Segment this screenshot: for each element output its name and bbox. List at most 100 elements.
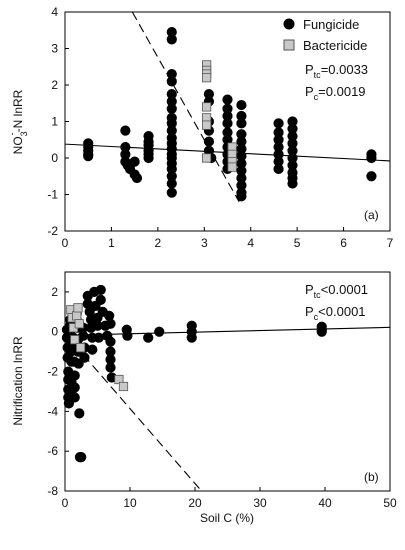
panel-a-xtick-label: 0 [62,236,69,250]
panel-b-fungicide-point [105,318,116,329]
legend-bactericide-marker [283,39,295,51]
panel-b-solid-fit-line [64,326,391,336]
panel-a-ytick-label: -1 [47,188,58,202]
panel-a-xtick-label: 5 [294,236,301,250]
panel-a-bactericide-point [202,73,212,83]
panel-a-fungicide-point [366,171,377,182]
p-subscript: c [314,92,319,102]
panel-b-ytick-label: 2 [51,285,58,299]
p-value: <0.0001 [318,304,365,319]
panel-b-bactericide-point [73,303,83,313]
panel-b-ytick-label: -6 [47,444,58,458]
panel-b-fungicide-point [78,330,89,341]
panel-a-pvalue-tc: Ptc=0.0033 [305,62,368,80]
panel-b-fungicide-point [95,284,106,296]
p-value: =0.0019 [318,84,365,99]
p-symbol: P [305,282,314,297]
legend-fungicide-marker [283,18,295,30]
panel-a-fungicide-point [166,34,177,45]
panel-b-bactericide-point [118,381,129,392]
panel-b-xtick-label: 0 [62,496,69,510]
panel-a-ytick-label: 4 [51,5,58,19]
panel-b-bactericide-point [76,343,86,353]
panel-b-fungicide-point [316,326,327,337]
panel-b-bactericide-point [70,335,80,345]
panel-b-fungicide-point [186,332,197,343]
panel-a-fungicide-point [273,118,284,129]
panel-a-fungicide-point [143,152,154,164]
panel-b: 0 10 20 30 40 50-8-6-4-202 Ptc<0.0001 Pc<0.00… [11,271,397,525]
panel-a-fungicide-point [83,151,94,162]
panel-a-xtick-label: 1 [108,236,115,250]
p-value: <0.0001 [321,282,368,297]
panel-a-fungicide-point [222,94,233,105]
p-subscript: tc [314,70,322,80]
ylabel-subscript: 3 [19,131,29,136]
panel-b-fungicide-point [105,362,116,373]
panel-a-fungicide-point [120,125,131,136]
panel-b-xtick-label: 20 [188,496,202,510]
panel-b-fungicide-point [79,352,90,363]
panel-b-xtick-label: 40 [318,496,332,510]
panel-b-fungicide-point [154,326,165,337]
panel-a-fungicide-point [236,118,247,129]
ylabel-main: NO [11,136,25,154]
panel-a-bactericide-point [202,120,212,130]
panel-b-label: (b) [364,470,379,484]
panel-a-fungicide-point [166,178,177,189]
panel-a-fungicide-point [236,191,247,202]
panel-a-fungicide-point [273,163,284,175]
panel-b-ylabel: Nitrification lnRR [11,336,25,426]
panel-a-ytick-label: 0 [51,151,58,165]
panel-b-fungicide-point [93,332,104,343]
panel-a-fungicide-point [129,156,140,167]
panel-a-xtick-label: 4 [247,236,254,250]
panel-a-fungicide-point [203,136,215,147]
panel-a-xtick-label: 7 [387,236,394,250]
panel-b-fungicide-point [69,382,80,393]
panel-b-fungicide-point [69,370,80,381]
panel-b-bactericide-point [72,311,82,321]
panel-b-pvalue-tc: Ptc<0.0001 [305,282,368,300]
panel-a-xtick-label: 3 [201,236,208,250]
ylabel-superscript: - [7,132,17,135]
panel-a-fungicide-point [166,187,177,198]
panel-b-ytick-label: 0 [51,325,58,339]
panel-a-fungicide-point [131,172,143,184]
panel-b-pvalue-c: Pc<0.0001 [305,304,366,322]
panel-a-ytick-label: -2 [47,224,58,238]
panel-a-label: (a) [364,208,379,222]
panel-b-ytick-label: -4 [47,404,58,418]
panel-b-ytick-label: -2 [47,365,58,379]
panel-a-ytick-label: 1 [51,115,58,129]
panel-a-fungicide-point [287,178,298,189]
panel-a-fungicide-point [366,152,377,164]
p-value: =0.0033 [321,62,368,77]
legend: Fungicide Bactericide [283,17,367,53]
panel-a-dashed-fit-line [131,11,240,203]
shared-xlabel: Soil C (%) [200,511,254,525]
panel-a-bactericide-point [202,102,212,112]
panel-a-bactericide-point [202,153,212,163]
p-symbol: P [305,84,314,99]
p-subscript: tc [314,290,322,300]
panel-b-xtick-label: 50 [383,496,397,510]
panel-b-bactericide-point [74,319,84,329]
panel-b-fungicide-point [87,344,98,355]
panel-a-ylabel: NO3--N lnRR [7,89,29,154]
panel-a-pvalue-c: Pc=0.0019 [305,84,366,102]
panel-a-xtick-label: 2 [155,236,162,250]
panel-a-points [83,26,377,202]
panel-a-fungicide-point [236,99,247,111]
panel-a-fungicide-point [222,118,233,129]
panel-b-xtick-label: 30 [253,496,267,510]
panel-b-fungicide-point [74,408,85,419]
panel-a-fungicide-point [166,76,177,87]
panel-a-xtick-label: 6 [340,236,347,250]
panel-a-ticks: 0 1 2 3 4 5 6 7 -2 -1 0 1 2 3 4 [47,5,393,250]
panel-b-xtick-label: 10 [123,496,137,510]
panel-b-fungicide-point [122,330,133,341]
panel-b-fungicide-point [69,392,80,403]
